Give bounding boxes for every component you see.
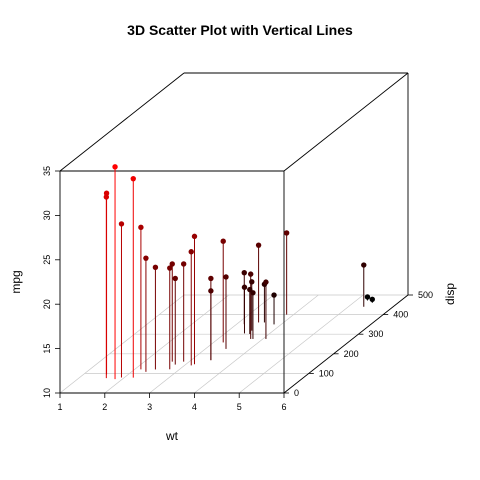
data-point	[181, 261, 186, 266]
y-tick-label: 200	[344, 349, 359, 359]
x-tick-label: 6	[281, 402, 286, 412]
data-point	[189, 249, 194, 254]
y-tick-label: 400	[393, 310, 408, 320]
grid-line-x	[194, 295, 318, 393]
data-point	[249, 279, 254, 284]
x-axis-title: wt	[165, 429, 179, 443]
data-point	[173, 276, 178, 281]
chart-title: 3D Scatter Plot with Vertical Lines	[127, 22, 353, 38]
data-point	[192, 234, 197, 239]
data-point	[112, 164, 117, 169]
data-point	[284, 230, 289, 235]
grid-line-x	[105, 295, 229, 393]
data-point	[223, 274, 228, 279]
data-point	[242, 285, 247, 290]
z-tick-label: 20	[42, 299, 52, 309]
data-points	[104, 164, 375, 302]
grid-line-x	[239, 295, 363, 393]
data-point	[365, 294, 370, 299]
data-point	[208, 276, 213, 281]
x-tick-label: 4	[192, 402, 197, 412]
x-tick-label: 3	[147, 402, 152, 412]
data-point	[263, 279, 268, 284]
y-axis-title: disp	[443, 283, 457, 305]
z-tick-label: 30	[42, 210, 52, 220]
data-point	[208, 288, 213, 293]
data-point	[248, 271, 253, 276]
floor-grid	[60, 295, 408, 393]
data-point	[256, 242, 261, 247]
box-edge	[284, 295, 408, 393]
data-point	[119, 221, 124, 226]
grid-line-x	[60, 295, 184, 393]
z-tick-label: 25	[42, 255, 52, 265]
z-axis-title: mpg	[9, 270, 23, 293]
box-edge	[284, 73, 408, 171]
x-tick-label: 1	[57, 402, 62, 412]
y-tick-label: 100	[319, 368, 334, 378]
data-point	[131, 176, 136, 181]
data-point	[221, 239, 226, 244]
data-point	[250, 290, 255, 295]
z-tick-label: 35	[42, 166, 52, 176]
grid-line-x	[150, 295, 274, 393]
axis-ticks: 1 2 3 4 5 6 10 15 20 25 30 35 0 100 200 300 400 500	[42, 166, 433, 412]
y-tick-label: 500	[418, 290, 433, 300]
data-point	[138, 225, 143, 230]
z-tick-label: 10	[42, 388, 52, 398]
data-point	[242, 270, 247, 275]
box-edge	[60, 73, 184, 171]
x-tick-label: 2	[102, 402, 107, 412]
data-point	[361, 262, 366, 267]
drop-lines	[106, 167, 372, 379]
data-point	[104, 194, 109, 199]
data-point	[143, 255, 148, 260]
data-point	[153, 265, 158, 270]
data-point	[271, 292, 276, 297]
x-tick-label: 5	[237, 402, 242, 412]
y-tick-label: 0	[294, 388, 299, 398]
data-point	[167, 265, 172, 270]
data-point	[370, 297, 375, 302]
plot-box	[60, 73, 408, 393]
y-tick-label: 300	[368, 329, 383, 339]
z-tick-label: 15	[42, 344, 52, 354]
